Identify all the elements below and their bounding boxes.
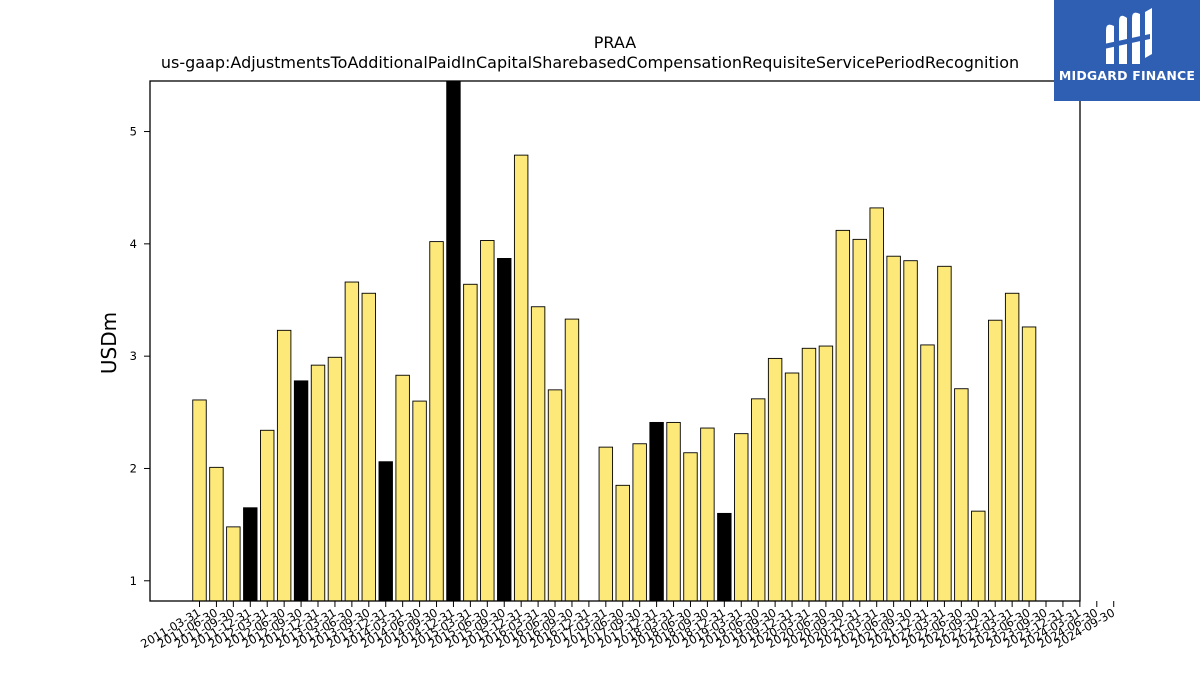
bar (463, 283, 478, 602)
bar (446, 80, 461, 602)
midgard-finance-logo-icon (1104, 8, 1152, 65)
bar (276, 329, 292, 602)
bar (700, 427, 715, 602)
bar (327, 356, 343, 602)
bar (361, 292, 376, 602)
chart-subtitle: us-gaap:AdjustmentsToAdditionalPaidInCap… (161, 53, 1019, 72)
bar (192, 399, 207, 602)
bar (937, 265, 952, 602)
bar (209, 466, 224, 602)
bar (378, 461, 393, 602)
bar (429, 241, 444, 602)
y-tick-label: 5 (130, 125, 137, 139)
bar (801, 347, 817, 602)
bar (243, 507, 258, 602)
bar (632, 443, 647, 602)
bar (395, 374, 410, 602)
bar (920, 344, 935, 602)
bar (903, 260, 918, 602)
bar (226, 526, 241, 602)
x-axis-ticks: 2011-03-312011-06-302011-09-302011-12-31… (138, 601, 1117, 651)
bar (988, 319, 1003, 602)
bar (547, 389, 563, 602)
bar (734, 433, 749, 602)
bar (513, 154, 529, 602)
bar (886, 255, 901, 602)
y-tick-label: 1 (130, 574, 137, 588)
chart-title: PRAA (594, 33, 637, 52)
bar (818, 345, 834, 602)
y-axis-ticks: 1 2 3 4 5 (130, 125, 150, 588)
y-tick-label: 4 (130, 237, 137, 251)
bar (683, 452, 698, 602)
bar-series (192, 80, 1037, 602)
bar (835, 229, 851, 602)
bar (530, 306, 546, 602)
bar (852, 238, 867, 602)
bar (1004, 292, 1020, 602)
bar (598, 446, 614, 602)
bar (293, 380, 309, 602)
bar (666, 421, 681, 602)
midgard-finance-logo: MIDGARD FINANCE (1054, 0, 1200, 101)
bar (412, 400, 427, 602)
bar (971, 510, 986, 602)
bar (310, 364, 326, 602)
bar (344, 281, 360, 602)
y-tick-label: 2 (130, 461, 137, 475)
bar (767, 357, 783, 602)
plot-frame (149, 80, 1081, 602)
bar (784, 372, 800, 602)
bar (260, 429, 275, 602)
bar (564, 318, 580, 602)
y-axis-label: USDm (97, 312, 121, 374)
bar (954, 388, 969, 602)
y-tick-label: 3 (130, 349, 137, 363)
bar (649, 421, 664, 602)
bar (480, 240, 495, 602)
bar (750, 398, 766, 602)
logo-text: MIDGARD FINANCE (1058, 68, 1196, 83)
bar (1021, 326, 1037, 602)
bar (615, 484, 630, 602)
bar (869, 207, 884, 602)
bar (717, 512, 732, 602)
bar (497, 258, 512, 602)
